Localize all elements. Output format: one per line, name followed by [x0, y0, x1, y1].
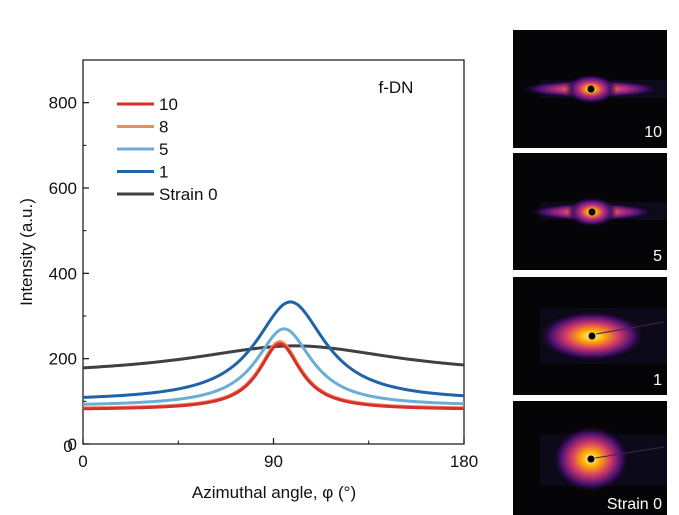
- y-tick-label: 400: [49, 264, 77, 283]
- pattern-panel: Strain 0: [513, 401, 667, 515]
- y-tick-label: 0: [68, 435, 77, 454]
- pattern-panel: 5: [513, 153, 667, 270]
- legend-label: 5: [159, 140, 168, 159]
- beamstop-arm: [594, 446, 665, 459]
- intensity-chart: 0 200 400 600 800 0 0 90 180 f-DN 10 8 5 1 Strain 0…: [17, 59, 478, 502]
- plot-frame: [82, 59, 465, 445]
- pattern-label: 5: [653, 248, 662, 265]
- scattering-patterns: 10 5 1 Strain 0: [513, 30, 667, 515]
- plot-annotation: f-DN: [379, 78, 414, 97]
- beamstop: [587, 455, 595, 463]
- y-tick-label: 800: [49, 94, 77, 113]
- pattern-label: Strain 0: [607, 496, 662, 513]
- legend-label: Strain 0: [159, 185, 218, 204]
- beamstop-arm: [595, 321, 665, 335]
- x-tick-label: 180: [450, 452, 478, 471]
- legend: 10 8 5 1 Strain 0: [117, 95, 218, 204]
- series-line: [83, 342, 464, 411]
- legend-label: 1: [159, 163, 168, 182]
- y-tick-label: 200: [49, 350, 77, 369]
- pattern-panel: 10: [513, 30, 667, 148]
- series-line: [83, 300, 464, 399]
- series-line: [83, 340, 464, 410]
- x-tick-label: 90: [264, 452, 283, 471]
- pattern-label: 10: [644, 124, 662, 141]
- y-axis-label: Intensity (a.u.): [17, 198, 36, 306]
- beamstop: [588, 332, 596, 340]
- beamstop: [588, 208, 596, 216]
- pattern-label: 1: [653, 372, 662, 389]
- y-axis-ticks: 0 200 400 600 800 0: [49, 94, 89, 456]
- curves: [83, 300, 464, 411]
- legend-label: 8: [159, 118, 168, 137]
- x-tick-label: 0: [78, 452, 87, 471]
- y-tick-label: 600: [49, 179, 77, 198]
- pattern-panel: 1: [513, 277, 667, 395]
- beamstop: [587, 85, 595, 93]
- y-tick-label: 0: [63, 437, 72, 456]
- x-axis-label: Azimuthal angle, φ (°): [192, 483, 356, 502]
- series-line: [83, 327, 464, 406]
- legend-label: 10: [159, 95, 178, 114]
- x-axis-ticks: 0 90 180: [78, 438, 478, 471]
